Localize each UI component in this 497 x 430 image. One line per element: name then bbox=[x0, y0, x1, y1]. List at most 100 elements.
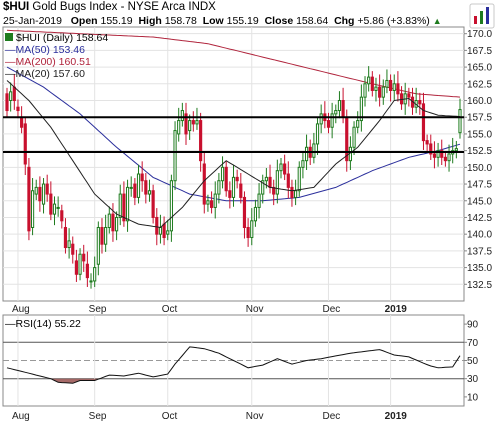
price-ytick-label: 167.5 bbox=[467, 46, 492, 57]
legend-price-swatch bbox=[5, 33, 13, 41]
candle-up bbox=[304, 146, 309, 162]
candle-down bbox=[429, 143, 433, 155]
rsi-ytick-label: 90 bbox=[467, 320, 479, 331]
candle-up bbox=[115, 216, 119, 232]
candle-up bbox=[147, 190, 152, 195]
low-value: 155.19 bbox=[226, 15, 259, 27]
candle-down bbox=[63, 226, 68, 249]
candle-up bbox=[78, 253, 82, 275]
candle-down bbox=[432, 153, 437, 158]
candle-up bbox=[447, 153, 451, 162]
candle-up bbox=[34, 186, 38, 195]
candle-down bbox=[370, 76, 374, 91]
candle-up bbox=[206, 200, 210, 205]
candle-down bbox=[341, 100, 345, 118]
candle-down bbox=[202, 163, 206, 205]
candle-up bbox=[359, 96, 363, 122]
legend-ma200: —MA(200) 160.51 bbox=[5, 56, 91, 68]
candle-down bbox=[326, 120, 331, 128]
candle-down bbox=[111, 213, 115, 232]
candle-down bbox=[191, 120, 195, 125]
legend-ma50: —MA(50) 153.46 bbox=[5, 44, 85, 56]
open-label: Open bbox=[70, 15, 98, 27]
candle-up bbox=[363, 83, 367, 98]
candle-up bbox=[297, 166, 301, 192]
candle-down bbox=[12, 86, 16, 102]
quote-date: 25-Jan-2019 bbox=[3, 15, 62, 27]
price-ytick-label: 170.0 bbox=[467, 29, 492, 40]
ma20-line bbox=[6, 80, 461, 229]
candle-down bbox=[224, 166, 228, 192]
candle-down bbox=[407, 93, 411, 98]
candle-up bbox=[129, 186, 133, 189]
rsi-month-label: Oct bbox=[162, 411, 178, 422]
candle-up bbox=[52, 203, 57, 215]
legend-ma50-swatch: — bbox=[5, 44, 16, 56]
candle-up bbox=[374, 86, 378, 91]
candle-up bbox=[217, 180, 221, 195]
candle-down bbox=[418, 100, 422, 105]
candle-down bbox=[283, 163, 287, 175]
price-ytick-label: 150.0 bbox=[467, 163, 492, 174]
price-ytick-label: 135.0 bbox=[467, 263, 492, 274]
candle-down bbox=[268, 176, 272, 188]
candle-up bbox=[107, 213, 111, 228]
candle-up bbox=[89, 280, 93, 283]
candle-up bbox=[279, 163, 283, 172]
candle-down bbox=[38, 186, 42, 202]
candle-down bbox=[23, 123, 27, 165]
price-ytick-label: 165.0 bbox=[467, 63, 492, 74]
candle-up bbox=[319, 113, 323, 125]
price-month-label: Dec bbox=[322, 304, 340, 315]
price-month-label: 2019 bbox=[385, 304, 408, 315]
candle-down bbox=[239, 183, 243, 198]
candle-up bbox=[169, 180, 173, 232]
price-ytick-label: 142.5 bbox=[467, 213, 492, 224]
candle-down bbox=[389, 79, 393, 91]
candle-down bbox=[425, 140, 429, 145]
candle-up bbox=[330, 113, 334, 128]
candle-down bbox=[155, 216, 159, 235]
candle-down bbox=[85, 263, 89, 279]
candle-up bbox=[381, 86, 385, 98]
candle-down bbox=[140, 173, 144, 182]
candle-up bbox=[436, 150, 440, 158]
candle-up bbox=[158, 226, 163, 235]
candle-down bbox=[5, 93, 9, 112]
candle-up bbox=[367, 76, 371, 85]
candle-up bbox=[250, 220, 254, 239]
legend-ma200-label: MA(200) 160.51 bbox=[15, 56, 91, 68]
price-month-label: Nov bbox=[246, 304, 264, 315]
candle-up bbox=[315, 123, 320, 145]
legend-rsi-swatch: — bbox=[5, 318, 16, 330]
legend-ma200-swatch: — bbox=[5, 56, 16, 68]
candle-up bbox=[173, 130, 177, 182]
candle-down bbox=[272, 186, 276, 195]
rsi-month-label: 2019 bbox=[385, 411, 408, 422]
candle-down bbox=[199, 120, 203, 162]
close-value: 158.64 bbox=[296, 15, 329, 27]
candle-up bbox=[9, 91, 13, 102]
price-ytick-label: 157.5 bbox=[467, 113, 492, 124]
rsi-ytick-label: 30 bbox=[467, 374, 479, 385]
candle-up bbox=[352, 126, 356, 148]
price-ytick-label: 160.0 bbox=[467, 96, 492, 107]
candle-up bbox=[253, 206, 258, 222]
candle-up bbox=[301, 160, 305, 168]
candle-down bbox=[60, 210, 64, 222]
rsi-ytick-label: 50 bbox=[467, 356, 479, 367]
low-label: Low bbox=[202, 15, 224, 27]
candle-down bbox=[144, 180, 148, 195]
up-triangle-icon: ▲ bbox=[432, 16, 442, 26]
rsi-line bbox=[6, 346, 461, 384]
chart-title: $HUI Gold Bugs Index - NYSE Arca INDX bbox=[3, 1, 216, 13]
legend-ma20-label: MA(20) 157.60 bbox=[15, 68, 85, 80]
candle-up bbox=[30, 190, 35, 228]
candle-down bbox=[286, 173, 290, 188]
candle-up bbox=[136, 173, 141, 198]
candle-down bbox=[378, 86, 382, 98]
candle-down bbox=[45, 183, 49, 195]
legend-rsi-label: RSI(14) 55.22 bbox=[15, 318, 81, 330]
